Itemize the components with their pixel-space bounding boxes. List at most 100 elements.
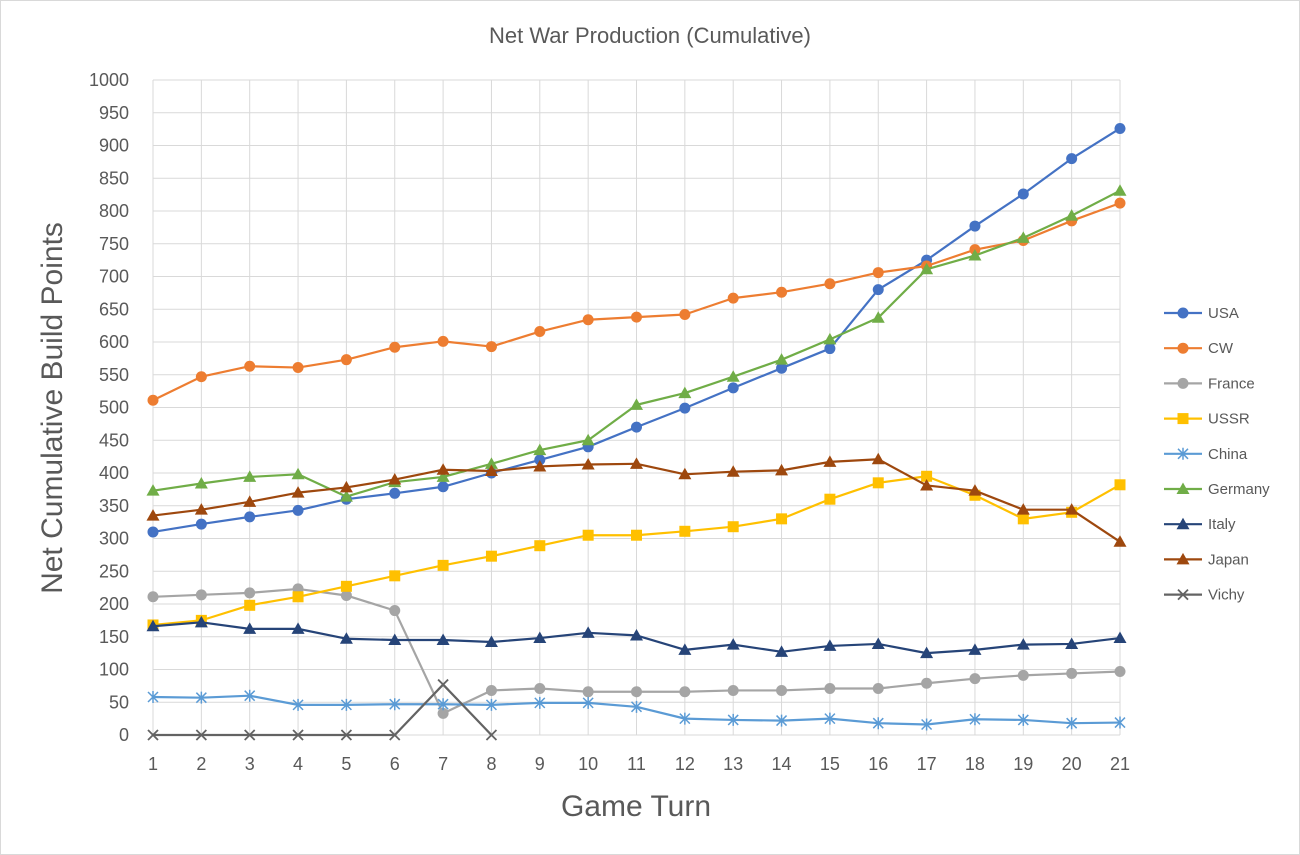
x-tick-label: 14 — [772, 754, 792, 774]
data-point-ussr — [292, 591, 304, 603]
data-point-japan — [1016, 503, 1030, 515]
y-axis-title: Net Cumulative Build Points — [36, 222, 69, 594]
data-point-vichy — [340, 729, 353, 741]
data-point-usa — [292, 504, 304, 516]
data-point-china — [630, 700, 643, 713]
legend-label-japan: Japan — [1208, 551, 1249, 568]
data-point-germany — [146, 484, 160, 496]
data-point-germany — [920, 262, 934, 275]
data-point-germany — [1113, 184, 1127, 196]
data-point-japan — [243, 495, 257, 507]
data-point-cw — [727, 292, 739, 304]
data-point-france — [534, 682, 546, 694]
data-point-japan — [581, 457, 595, 470]
data-point-japan — [920, 478, 934, 491]
data-point-italy — [775, 645, 789, 657]
data-point-china — [485, 698, 497, 711]
legend-marker-germany — [1176, 482, 1190, 494]
y-tick-label: 650 — [99, 299, 129, 319]
data-point-ussr — [485, 550, 497, 562]
data-point-china — [244, 689, 256, 702]
data-point-china — [389, 698, 401, 711]
data-point-italy — [1113, 631, 1127, 644]
data-point-france — [389, 605, 401, 617]
data-point-italy — [388, 633, 402, 646]
legend-entry-vichy: Vichy — [1164, 587, 1245, 604]
data-point-china — [1017, 713, 1029, 726]
data-point-china — [824, 712, 836, 725]
series-italy — [146, 615, 1127, 659]
data-point-cw — [244, 360, 256, 372]
data-point-ussr — [582, 529, 594, 541]
data-point-france — [631, 686, 642, 698]
data-point-vichy — [292, 729, 304, 741]
data-point-usa — [195, 518, 207, 530]
data-point-china — [1066, 717, 1078, 730]
data-point-japan — [1113, 535, 1127, 547]
data-point-usa — [969, 220, 981, 232]
data-point-italy — [968, 643, 982, 655]
data-point-cw — [824, 278, 836, 290]
data-point-japan — [968, 484, 982, 496]
y-tick-label: 850 — [99, 168, 129, 188]
data-point-usa — [1066, 153, 1078, 165]
data-point-france — [485, 684, 497, 696]
data-point-ussr — [631, 529, 642, 541]
legend-marker-japan — [1176, 552, 1190, 565]
data-point-italy — [194, 615, 208, 628]
series-japan — [146, 452, 1127, 547]
data-point-germany — [968, 249, 982, 261]
x-tick-label: 7 — [438, 754, 448, 774]
legend-marker-cw — [1177, 342, 1189, 354]
data-point-japan — [533, 459, 547, 472]
data-point-germany — [484, 457, 498, 469]
y-tick-label: 950 — [99, 103, 129, 123]
x-tick-label: 2 — [196, 754, 206, 774]
data-point-germany — [291, 467, 305, 480]
data-point-germany — [630, 398, 643, 410]
legend-label-china: China — [1208, 446, 1248, 463]
data-point-italy — [678, 643, 692, 655]
data-point-ussr — [340, 580, 352, 592]
x-tick-label: 19 — [1013, 754, 1033, 774]
data-point-usa — [244, 511, 256, 523]
data-point-china — [582, 696, 594, 709]
y-tick-label: 550 — [99, 365, 129, 385]
data-point-france — [679, 686, 691, 698]
data-point-vichy — [244, 729, 256, 741]
x-tick-label: 18 — [965, 754, 985, 774]
data-point-italy — [436, 633, 450, 646]
data-point-china — [969, 713, 981, 726]
data-point-cw — [485, 341, 497, 353]
data-point-france — [1017, 669, 1029, 681]
data-point-ussr — [1114, 479, 1126, 491]
data-point-france — [776, 684, 788, 696]
x-tick-label: 21 — [1110, 754, 1130, 774]
data-point-france — [921, 677, 933, 689]
data-point-france — [1066, 667, 1078, 679]
data-point-france — [340, 589, 352, 601]
x-tick-label: 11 — [627, 754, 646, 774]
y-tick-label: 50 — [109, 692, 129, 712]
x-tick-label: 13 — [723, 754, 743, 774]
data-point-usa — [872, 284, 884, 296]
data-point-germany — [775, 353, 789, 365]
data-point-japan — [291, 486, 305, 498]
data-point-italy — [1065, 637, 1079, 649]
data-point-germany — [339, 490, 353, 502]
data-point-usa — [631, 421, 642, 433]
x-tick-label: 4 — [293, 754, 303, 774]
legend-marker-ussr — [1177, 413, 1189, 425]
legend-label-ussr: USSR — [1208, 411, 1250, 428]
x-tick-label: 12 — [675, 754, 695, 774]
data-point-ussr — [679, 525, 691, 537]
x-axis-title: Game Turn — [561, 790, 711, 823]
data-point-germany — [726, 370, 740, 382]
data-point-ussr — [776, 513, 788, 525]
series-vichy — [147, 678, 498, 741]
data-point-ussr — [872, 477, 884, 489]
data-point-cw — [679, 308, 691, 320]
data-point-japan — [484, 464, 498, 477]
data-point-japan — [823, 455, 837, 467]
